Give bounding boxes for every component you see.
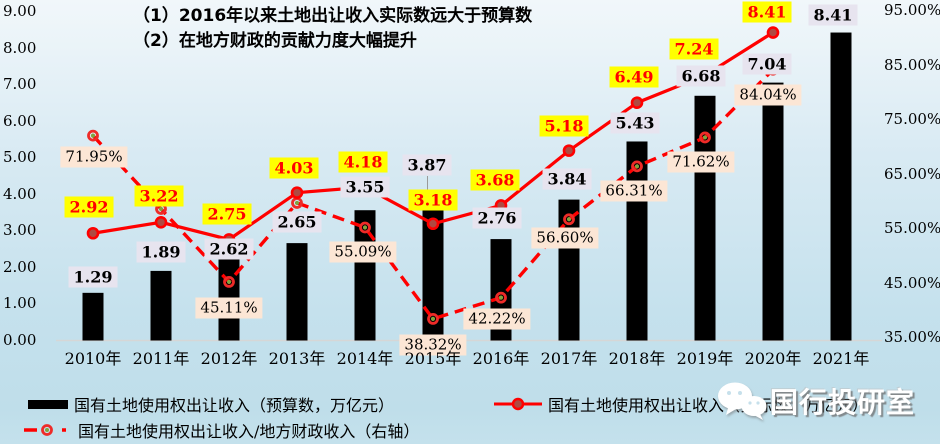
title-line-2: （2）在地方财政的贡献力度大幅提升: [133, 31, 417, 51]
ratio-marker-2010年: [87, 129, 99, 142]
actual-marker-2013年: [290, 186, 304, 199]
ratio-marker-2019年: [699, 131, 711, 144]
ratio-marker-center-2010年: [90, 133, 96, 138]
bar-2013年: [286, 243, 308, 341]
ratio-marker-2014年: [359, 221, 371, 234]
bar-2020年: [762, 82, 784, 341]
actual-marker-2014年: [358, 180, 372, 194]
actual-marker-2016年: [494, 199, 508, 212]
ratio-marker-2018年: [631, 160, 643, 173]
watermark: 国行投研室: [714, 380, 915, 422]
actual-marker-2012年: [222, 233, 236, 246]
ratio-marker-2016年: [495, 291, 507, 304]
actual-marker-2017年: [562, 144, 576, 157]
legend-label-actual: 国有土地使用权出让收入（实际数，万亿元）: [548, 396, 869, 415]
bar-2010年: [82, 292, 104, 341]
bar-swatch-icon: [28, 399, 68, 409]
bar-2015年: [422, 198, 444, 341]
actual-marker-2019年: [698, 69, 712, 82]
ratio-marker-center-2017年: [566, 217, 572, 222]
solid-line-swatch-icon: [494, 397, 542, 411]
ratio-marker-center-2015年: [430, 316, 436, 322]
bar-2021年: [830, 32, 852, 341]
legend-item-ratio: 国有土地使用权出让收入/地方财政收入（右轴）: [24, 418, 419, 442]
legend-label-ratio: 国有土地使用权出让收入/地方财政收入（右轴）: [78, 422, 420, 441]
chart-title: （1）2016年以来土地出让收入实际数远大于预算数 （2）在地方财政的贡献力度大…: [133, 4, 532, 54]
ratio-marker-center-2012年: [226, 279, 232, 285]
ratio-marker-center-2011年: [158, 206, 164, 212]
actual-marker-2015年: [426, 217, 440, 231]
bar-2011年: [150, 270, 172, 341]
actual-marker-2020年: [766, 26, 780, 39]
title-line-1: （1）2016年以来土地出让收入实际数远大于预算数: [133, 6, 533, 26]
dash-dot-line-swatch-icon: [24, 424, 66, 436]
ratio-marker-center-2016年: [498, 295, 504, 300]
wechat-icon: [718, 382, 767, 420]
bar-2012年: [218, 244, 240, 341]
ratio-marker-2015年: [427, 313, 439, 325]
ratio-marker-center-2014年: [362, 225, 368, 230]
ratio-marker-center-2020年: [770, 67, 776, 72]
bar-2014年: [354, 210, 376, 341]
legend-item-actual: 国有土地使用权出让收入（实际数，万亿元）: [494, 392, 868, 416]
ratio-marker-center-2013年: [294, 200, 300, 206]
legend-item-budget: 国有土地使用权出让收入（预算数，万亿元）: [28, 392, 394, 416]
legend-label-budget: 国有土地使用权出让收入（预算数，万亿元）: [74, 396, 395, 415]
ratio-marker-center-2019年: [702, 135, 708, 140]
actual-marker-2018年: [630, 96, 644, 110]
actual-marker-2010年: [86, 226, 100, 240]
watermark-text: 国行投研室: [770, 386, 916, 419]
ratio-marker-center-2018年: [634, 164, 640, 169]
actual-marker-2011年: [154, 215, 168, 229]
ratio-marker-2017年: [563, 213, 575, 226]
ratio-marker-2012年: [223, 276, 235, 288]
